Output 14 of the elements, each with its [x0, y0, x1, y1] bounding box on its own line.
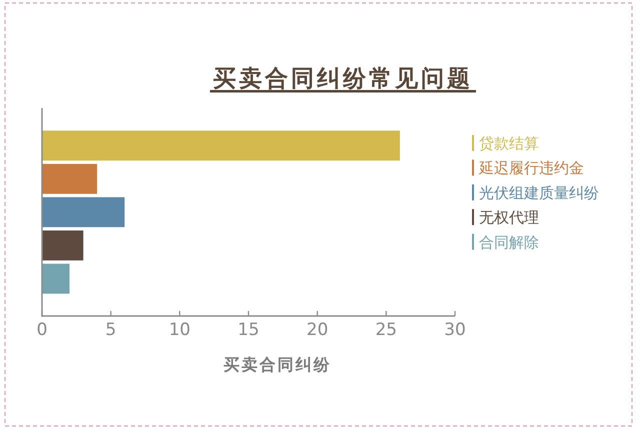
x-axis-title: 买卖合同纠纷 — [224, 355, 332, 374]
legend-label: 延迟履行违约金 — [478, 159, 584, 178]
x-tick-label: 30 — [444, 320, 466, 340]
x-tick-label: 0 — [36, 320, 48, 340]
legend-label: 贷款结算 — [479, 134, 539, 152]
x-tick-label: 10 — [168, 320, 190, 340]
x-tick-label: 20 — [306, 320, 328, 340]
chart-title: 买卖合同纠纷常见问题 — [213, 66, 473, 92]
x-tick-label: 5 — [105, 320, 116, 340]
legend-label: 光伏组建质量纠纷 — [479, 184, 599, 202]
legend-label: 无权代理 — [479, 208, 539, 227]
x-tick-label: 15 — [238, 320, 260, 340]
x-tick-label: 25 — [375, 320, 397, 340]
legend-label: 合同解除 — [479, 233, 539, 252]
